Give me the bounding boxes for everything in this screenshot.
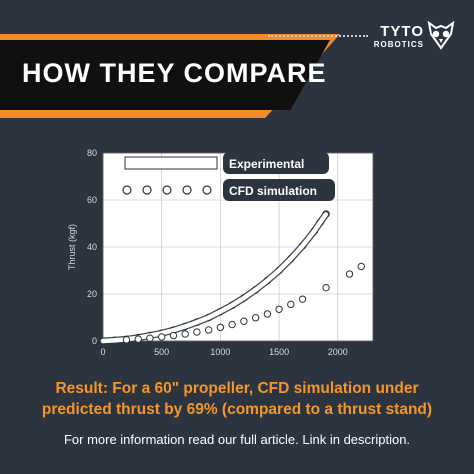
legend-cfd-marker [162,185,172,195]
x-tick-label: 2000 [328,347,348,357]
result-line-2: predicted thrust by 69% (compared to a t… [41,401,433,418]
legend-cfd-box [223,179,335,201]
cfd-point [357,262,365,271]
cfd-point [146,334,154,342]
legend-experimental-label: Experimental [229,157,304,171]
experimental-curve-inner [100,211,329,344]
legend-cfd-marker [122,185,132,195]
result-line-1: Result: For a 60" propeller, CFD simulat… [55,380,419,397]
cfd-point [240,317,248,325]
y-axis-label: Thrust (kgf) [67,224,77,270]
cfd-point [134,335,142,343]
cfd-point [345,270,354,278]
brand-subtitle: ROBOTICS [373,40,424,49]
cfd-point [204,326,213,334]
thrust-chart: 0 500 1000 1500 2000 0 20 40 60 80 Thrust (kgf) Exp… [67,148,374,357]
cfd-point [298,295,307,303]
y-tick-label: 40 [87,242,97,252]
cfd-point [193,328,201,336]
title-banner [0,40,330,110]
owl-icon [427,20,455,50]
cfd-point [181,330,189,338]
legend-experimental-box [223,152,329,174]
y-tick-label: 80 [87,148,97,158]
result-summary: Result: For a 60" propeller, CFD simulat… [10,378,464,420]
cfd-point [251,314,260,322]
cfd-point [322,283,330,292]
brand-logo: TYTO ROBOTICS [362,20,462,56]
legend-cfd-marker [142,185,152,195]
cfd-point [169,331,178,340]
x-tick-label: 1000 [210,347,230,357]
brand-name: TYTO [380,23,424,40]
y-tick-label: 60 [87,195,97,205]
x-tick-label: 1500 [269,347,289,357]
x-tick-label: 0 [100,347,105,357]
legend-cfd-marker [182,185,192,195]
legend-experimental-swatch [124,156,218,170]
y-tick-label: 20 [87,289,97,299]
cfd-point [157,333,166,341]
cfd-point [122,336,131,344]
cfd-point [216,323,225,332]
cfd-point [263,310,272,318]
x-tick-label: 500 [154,347,169,357]
cfd-point [275,305,283,313]
cfd-point [287,300,295,309]
legend-cfd-marker [202,185,212,195]
decorative-divider [268,35,368,37]
legend-cfd-label: CFD simulation [229,184,317,198]
page-title: HOW THEY COMPARE [22,58,327,88]
footer-note: For more information read our full artic… [63,432,411,447]
y-tick-label: 0 [92,336,97,346]
cfd-point [228,320,236,329]
